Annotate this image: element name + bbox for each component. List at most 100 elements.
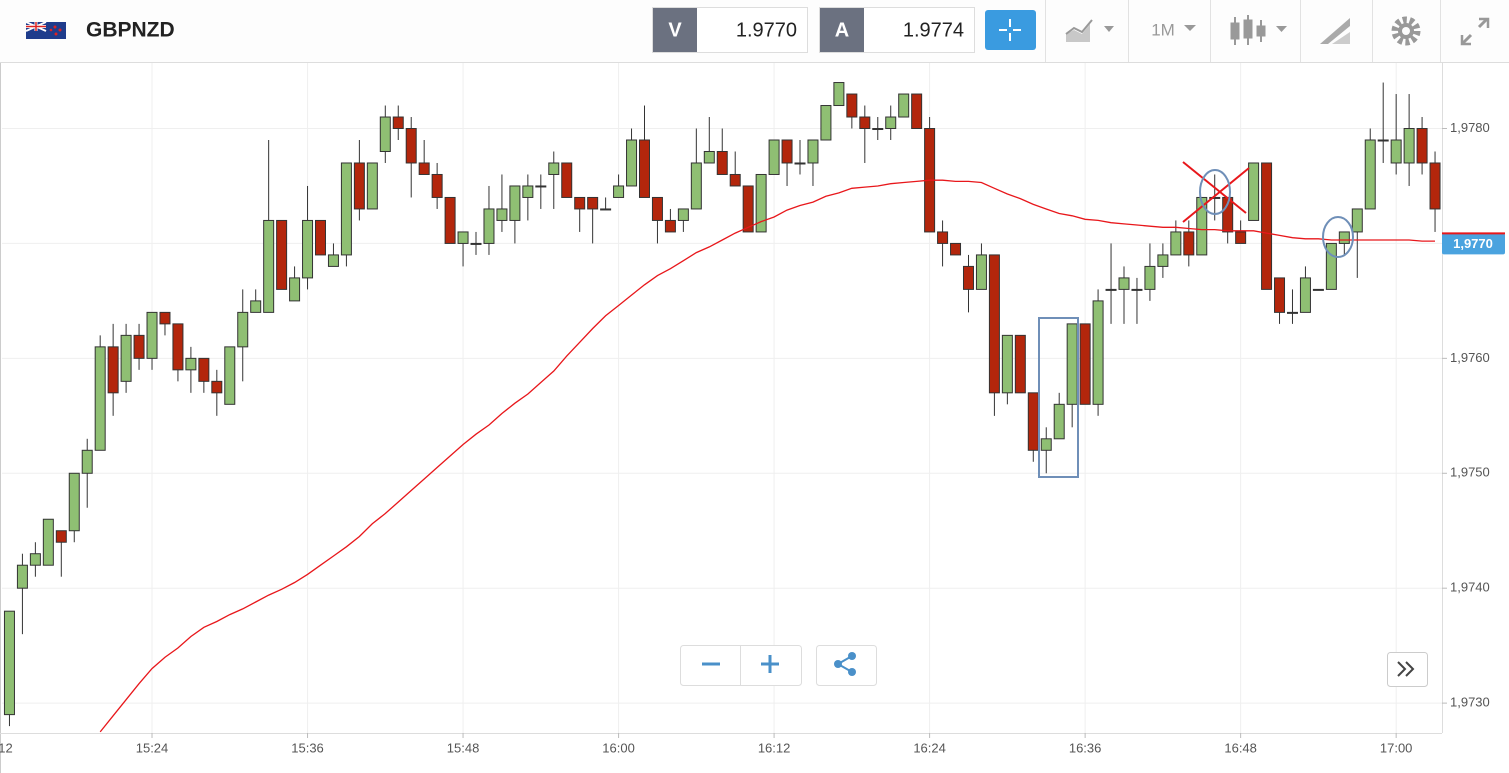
candle-body [302,219,314,279]
candle-body [159,311,171,325]
settings-button[interactable] [1391,16,1421,46]
candle-body [444,196,456,244]
candle-body [600,208,612,211]
drawing-tools-button[interactable] [1320,18,1350,44]
crosshair-button[interactable] [985,10,1036,50]
candle-body [340,162,352,256]
circle-mark [1322,216,1354,258]
candle-body [535,185,547,188]
current-price-tag [1442,233,1505,255]
candle-body [1066,323,1078,405]
buy-button[interactable]: A 1.9774 [819,7,975,53]
sell-label[interactable]: V [668,19,682,41]
candle-body [1416,128,1428,164]
share-button[interactable] [816,645,877,686]
candle-body [185,357,197,371]
x-tick-label: 17:00 [1380,740,1413,755]
candle-body [755,173,767,233]
annotations [1038,161,1354,478]
candle-body [366,162,378,210]
candle-body [1403,128,1415,164]
y-tick-label: 1,9760 [1450,350,1490,365]
plot-area [3,82,1441,733]
sell-label-box[interactable] [653,8,697,52]
candle-body [729,173,741,187]
candle-body [768,139,780,175]
candle-body [42,518,54,566]
candle-body [120,334,132,382]
buy-label-box[interactable] [820,8,864,52]
buy-price[interactable]: 1.9774 [903,19,964,41]
candle-body [638,139,650,198]
zoom-in-button[interactable] [741,646,801,685]
candle-body [94,346,106,451]
axes: 1,9730 1,9740 1,9750 1,9760 1,9770 1,9780 15:1… [0,120,1505,755]
candle-body [1170,231,1182,256]
candle-body [716,150,728,175]
fullscreen-button[interactable] [1460,17,1490,46]
x-tick-label: 15:36 [291,740,324,755]
candle-body [1027,392,1039,451]
sell-price[interactable]: 1.9770 [736,19,797,41]
candle-body [276,219,288,290]
timeframe-button[interactable]: 1M [1151,20,1196,39]
zoom-out-button[interactable] [681,646,740,685]
candle-body [211,380,223,394]
candle-body [146,311,158,359]
chart-type-button[interactable] [1230,15,1287,45]
sell-button[interactable]: V 1.9770 [652,7,808,53]
x-tick-label: 16:48 [1224,740,1257,755]
candle-body [1338,231,1350,244]
candle-body [1364,139,1376,210]
candle-body [263,219,275,313]
candle-body [1092,300,1104,405]
candle-body [1144,265,1156,290]
candle-body [470,242,482,245]
candle-body [3,610,15,716]
candle-body [626,139,638,187]
candle-body [1053,403,1065,440]
candle-body [16,564,28,589]
candle-body [962,265,974,290]
scroll-right-button[interactable] [1387,652,1428,687]
x-tick-label: 16:12 [758,740,791,755]
candle-body [418,162,430,175]
candle-body [911,93,923,130]
candle-body [392,116,404,130]
candle-body [872,128,884,131]
candle-body [574,196,586,210]
candle-body [379,116,391,152]
candle-body [742,185,754,233]
candle-body [613,185,625,198]
flag-icon [25,21,66,39]
indicators-button[interactable] [1065,19,1114,42]
candle-body [846,93,858,118]
candle-body [561,162,573,198]
candle-body [81,449,93,474]
y-tick-label: 1,9740 [1450,580,1490,595]
candle-body [1118,277,1130,290]
candle-body [289,277,301,302]
candle-body [1040,438,1052,451]
candle-body [1209,196,1221,199]
candle-body [1429,162,1441,210]
candle-body [1235,231,1247,244]
y-tick-label: 1,9730 [1450,695,1490,710]
candle-body [677,208,689,221]
candle-body [794,162,806,165]
x-tick-label: 15:24 [136,740,169,755]
buy-label[interactable]: A [835,19,849,41]
candle-body [314,219,326,256]
candle-body [431,173,443,198]
timeframe[interactable]: 1M [1151,20,1175,39]
highlight-box [1038,317,1079,478]
candle-body [133,334,145,359]
candle-body [1390,139,1402,164]
moving-average-line [99,179,1435,733]
candle-body [988,254,1000,394]
candle-body [1299,277,1311,313]
candle-body [651,196,663,221]
candle-body [1312,288,1324,291]
candle-body [703,150,715,164]
